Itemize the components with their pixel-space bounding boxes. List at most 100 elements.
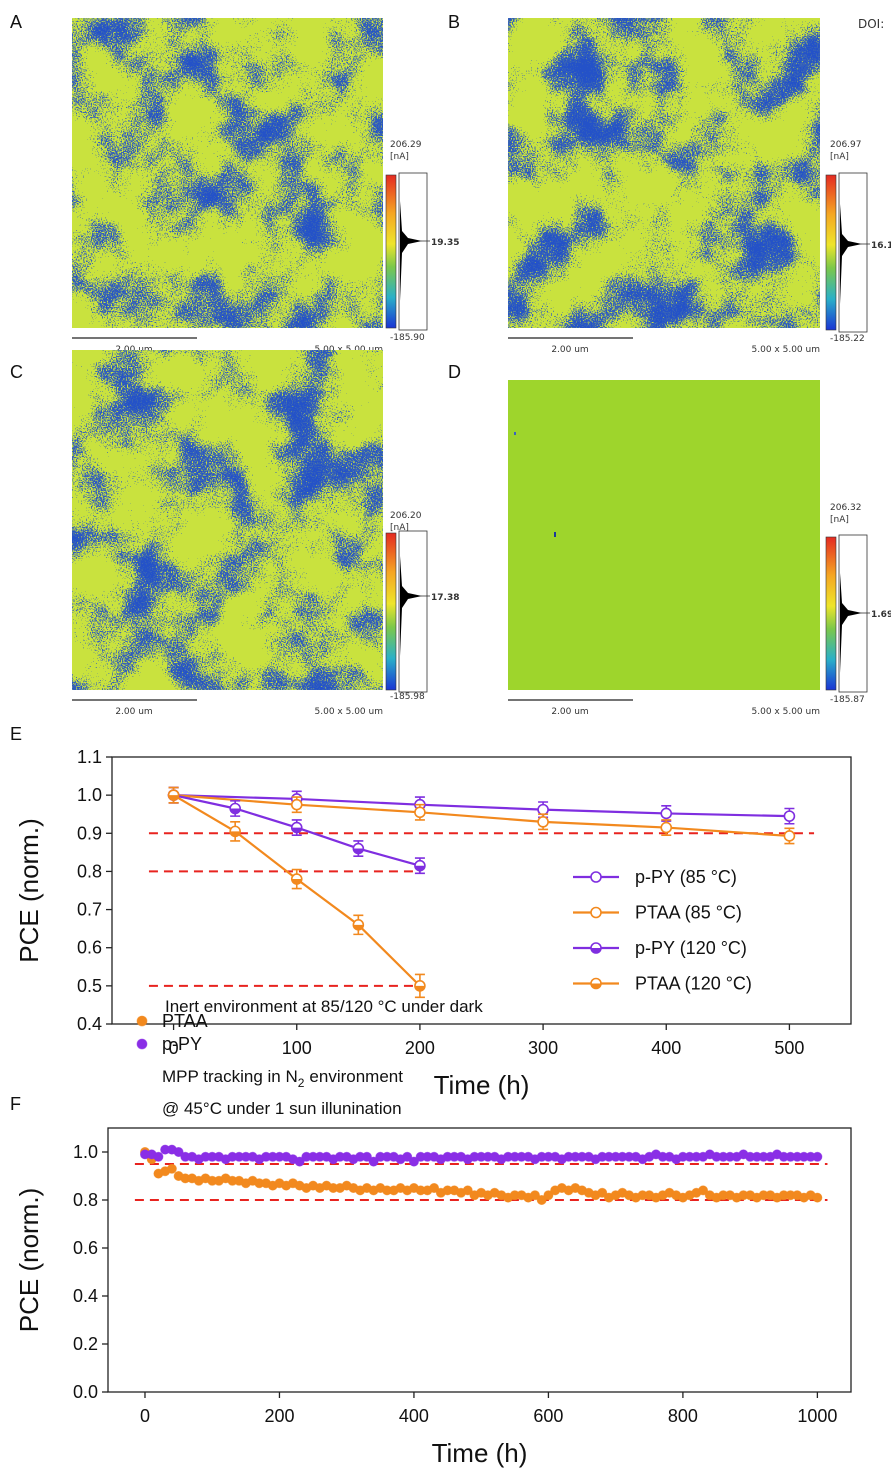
colorbar <box>825 174 837 331</box>
marker-dot <box>660 821 673 834</box>
annotation-line: @ 45°C under 1 sun illunination <box>162 1099 402 1118</box>
marker-dot <box>136 1038 148 1050</box>
colorbar-min: -185.90 <box>390 333 425 343</box>
marker-dot <box>402 1151 413 1162</box>
marker-dot <box>136 1015 148 1027</box>
y-axis-title: PCE (norm.) <box>14 1188 44 1332</box>
marker-half <box>591 983 601 989</box>
scale-bar-label: 2.00 um <box>551 345 588 355</box>
panel-label: D <box>448 362 461 382</box>
marker-dot <box>173 1147 184 1158</box>
legend-label: PTAA (85 °C) <box>635 903 742 923</box>
legend-marker <box>590 906 602 919</box>
marker <box>537 803 549 816</box>
afm-speckle <box>508 18 820 328</box>
marker-dot <box>361 1151 372 1162</box>
panel-label: E <box>10 724 22 744</box>
marker <box>290 873 303 885</box>
series-line <box>173 794 790 818</box>
marker <box>352 919 365 931</box>
marker <box>536 1195 547 1206</box>
x-tick-label: 100 <box>282 1038 312 1058</box>
marker <box>153 1151 164 1162</box>
y-tick-label: 0.6 <box>73 1238 98 1258</box>
afm-image <box>508 380 820 690</box>
x-tick-label: 600 <box>533 1406 563 1426</box>
marker <box>529 1190 540 1201</box>
marker-dot <box>783 830 796 842</box>
doi-text: DOI: <box>858 17 884 31</box>
panel-label: C <box>10 362 23 382</box>
marker-half <box>353 924 364 930</box>
legend-marker <box>136 1015 148 1027</box>
colorbar-peak: 19.35 <box>431 238 459 248</box>
scan-size: 5.00 x 5.00 um <box>315 707 383 717</box>
histogram-box <box>398 530 428 693</box>
marker-dot <box>537 816 549 828</box>
marker <box>537 816 549 828</box>
y-tick-label: 0.8 <box>77 861 102 881</box>
marker <box>352 842 365 855</box>
marker-dot <box>429 1183 440 1194</box>
marker-dot <box>153 1151 164 1162</box>
y-tick-label: 1.0 <box>73 1142 98 1162</box>
y-axis-title: PCE (norm.) <box>14 818 44 962</box>
annotation-suffix: environment <box>309 1067 403 1086</box>
y-tick-label: 0.2 <box>73 1334 98 1354</box>
marker-half <box>414 985 425 991</box>
x-tick-label: 300 <box>528 1038 558 1058</box>
afm-speckle <box>72 350 383 690</box>
y-tick-label: 0.7 <box>77 900 102 920</box>
marker <box>462 1185 473 1196</box>
marker-half <box>230 831 241 837</box>
panel-label: A <box>10 12 22 32</box>
scale-bar-label: 2.00 um <box>115 707 152 717</box>
legend-marker <box>590 871 602 883</box>
colorbar-min: -185.98 <box>390 692 425 702</box>
panel-label: B <box>448 12 460 32</box>
colorbar <box>825 536 837 691</box>
marker <box>414 980 426 992</box>
marker <box>229 802 241 815</box>
marker-dot <box>294 1156 305 1167</box>
marker-dot <box>812 1192 823 1203</box>
x-tick-label: 500 <box>774 1038 804 1058</box>
y-tick-label: 0.9 <box>77 823 102 843</box>
marker-dot <box>543 1190 554 1201</box>
marker <box>698 1185 709 1196</box>
marker-half <box>591 948 601 953</box>
colorbar-min: -185.22 <box>830 334 865 344</box>
y-tick-label: 0.6 <box>77 938 102 958</box>
colorbar-peak: 16.18 <box>871 241 891 251</box>
marker-dot <box>597 1187 608 1198</box>
y-tick-label: 0.8 <box>73 1190 98 1210</box>
marker-half <box>414 865 425 871</box>
marker-half <box>291 827 302 833</box>
marker <box>414 859 426 872</box>
annotation-text: MPP tracking in N <box>162 1067 298 1086</box>
marker-half <box>230 808 241 814</box>
marker <box>402 1151 413 1162</box>
marker-dot <box>290 798 303 811</box>
x-tick-label: 0 <box>169 1038 179 1058</box>
marker-half <box>291 879 302 885</box>
marker <box>812 1192 823 1203</box>
marker <box>783 830 796 842</box>
plot-frame <box>107 1127 852 1393</box>
marker <box>660 807 673 820</box>
colorbar <box>385 532 397 691</box>
marker <box>290 798 303 811</box>
legend-label: p-PY (85 °C) <box>635 867 737 887</box>
x-tick-label: 1000 <box>797 1406 837 1426</box>
marker-half <box>353 848 364 854</box>
legend-marker <box>136 1038 148 1050</box>
scale-bar-label: 2.00 um <box>551 707 588 717</box>
colorbar-max: 206.20 <box>390 511 422 521</box>
legend-marker <box>590 977 602 990</box>
marker-dot <box>660 807 673 820</box>
series-line <box>173 794 790 838</box>
colorbar <box>385 174 397 329</box>
marker <box>812 1151 823 1162</box>
marker-dot <box>536 1195 547 1206</box>
